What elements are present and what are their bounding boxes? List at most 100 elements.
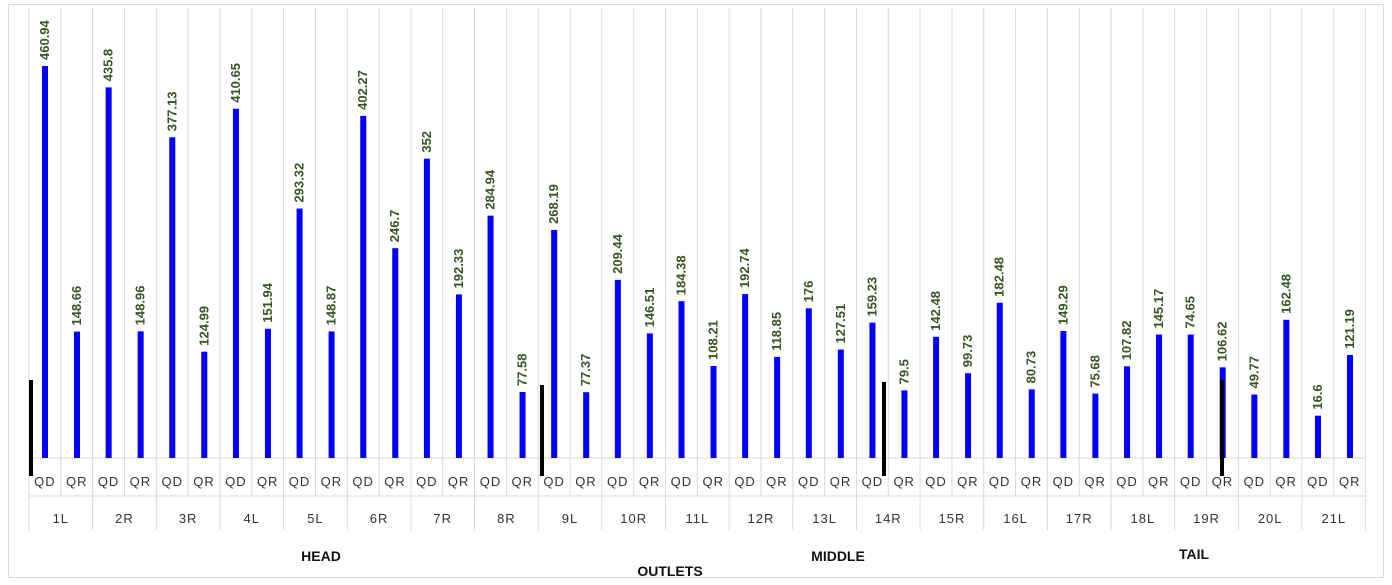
- data-label: 159.23: [864, 277, 879, 317]
- tick-label-qr: QR: [639, 474, 661, 489]
- outlet-label: 10R: [620, 511, 647, 526]
- data-label: 80.73: [1024, 351, 1039, 384]
- section-separator: [882, 382, 886, 476]
- data-label: 284.94: [483, 169, 498, 210]
- tick-label-qr: QR: [321, 474, 343, 489]
- data-label: 402.27: [355, 70, 370, 110]
- bar-qr-3R: [201, 351, 208, 458]
- bar-qr-14R: [901, 390, 908, 458]
- bar-qd-7R: [423, 158, 430, 459]
- tick-label-qr: QR: [766, 474, 788, 489]
- outlet-label: 7R: [433, 511, 452, 526]
- data-label: 142.48: [928, 291, 943, 331]
- tick-label-qd: QD: [34, 474, 56, 489]
- bar-qr-17R: [1092, 393, 1099, 458]
- tick-label-qd: QD: [1307, 474, 1329, 489]
- tick-label-qd: QD: [225, 474, 247, 489]
- outlet-label: 19R: [1193, 511, 1220, 526]
- tick-label-qd: QD: [862, 474, 884, 489]
- section-separator: [1220, 380, 1224, 476]
- data-label: 149.29: [1055, 285, 1070, 325]
- outlet-label: 13L: [812, 511, 837, 526]
- data-label: 79.5: [896, 359, 911, 384]
- outlet-label: 11L: [685, 511, 709, 526]
- data-label: 99.73: [960, 335, 975, 368]
- outlet-label: 1L: [53, 511, 69, 526]
- outlet-label: 17R: [1066, 511, 1093, 526]
- outlet-label: 20L: [1258, 511, 1283, 526]
- bar-qr-21L: [1347, 354, 1353, 458]
- tick-label-qr: QR: [1275, 474, 1297, 489]
- bar-qd-17R: [1060, 331, 1067, 458]
- data-label: 127.51: [833, 304, 848, 344]
- bar-qr-12R: [774, 356, 781, 458]
- tick-label-qr: QR: [957, 474, 979, 489]
- bar-qr-5L: [328, 331, 335, 458]
- tick-label-qd: QD: [1244, 474, 1266, 489]
- bar-qd-9L: [551, 229, 558, 458]
- tick-label-qd: QD: [161, 474, 183, 489]
- tick-label-qd: QD: [989, 474, 1011, 489]
- data-label: 49.77: [1246, 356, 1261, 389]
- data-label: 209.44: [610, 233, 625, 274]
- data-label: 77.37: [578, 354, 593, 387]
- data-label: 435.8: [101, 49, 116, 82]
- data-label: 162.48: [1278, 274, 1293, 314]
- tick-label-qd: QD: [289, 474, 311, 489]
- tick-label-qr: QR: [1339, 474, 1361, 489]
- bar-qd-16L: [996, 302, 1003, 458]
- tick-label-qd: QD: [543, 474, 565, 489]
- tick-label-qr: QR: [130, 474, 152, 489]
- section-label-tail: TAIL: [1179, 546, 1210, 562]
- x-axis-title: OUTLETS: [637, 563, 702, 579]
- tick-label-qr: QR: [1148, 474, 1170, 489]
- bar-qr-16L: [1028, 389, 1035, 458]
- outlet-label: 15R: [938, 511, 965, 526]
- data-label: 146.51: [642, 288, 657, 328]
- bar-qd-20L: [1251, 394, 1258, 458]
- outlet-label: 18L: [1131, 511, 1156, 526]
- outlet-label: 3R: [179, 511, 198, 526]
- tick-label-qd: QD: [734, 474, 756, 489]
- bar-qd-3R: [169, 137, 176, 459]
- chart-frame: [8, 4, 1384, 578]
- outlet-label: 2R: [115, 511, 134, 526]
- bar-qd-12R: [742, 294, 749, 458]
- tick-label-qr: QR: [702, 474, 724, 489]
- bar-qr-6R: [392, 248, 399, 458]
- data-label: 184.38: [674, 255, 689, 295]
- bar-qd-21L: [1315, 415, 1321, 458]
- data-label: 151.94: [260, 282, 275, 323]
- bar-qd-8R: [487, 215, 494, 458]
- data-label: 118.85: [769, 312, 784, 351]
- bar-qr-20L: [1283, 319, 1290, 458]
- tick-label-qd: QD: [98, 474, 120, 489]
- outlet-label: 4L: [244, 511, 260, 526]
- tick-label-qr: QR: [893, 474, 915, 489]
- bar-qr-4L: [264, 328, 271, 458]
- section-label-middle: MIDDLE: [811, 548, 865, 564]
- section-label-head: HEAD: [301, 548, 341, 564]
- tick-label-qd: QD: [607, 474, 629, 489]
- bar-qd-10R: [614, 279, 621, 458]
- data-label: 192.74: [737, 248, 752, 289]
- bar-qr-8R: [519, 392, 526, 458]
- data-label: 410.65: [228, 63, 243, 103]
- bar-qd-2R: [105, 87, 112, 459]
- bar-qd-19R: [1187, 334, 1194, 458]
- data-label: 16.6: [1310, 384, 1325, 409]
- bar-qd-18L: [1124, 366, 1131, 458]
- data-label: 460.94: [37, 19, 52, 60]
- tick-label-qr: QR: [1021, 474, 1043, 489]
- bar-qr-9L: [583, 392, 590, 458]
- bar-qr-10R: [646, 333, 653, 458]
- tick-label-qr: QR: [257, 474, 279, 489]
- tick-label-qr: QR: [66, 474, 88, 489]
- data-label: 377.13: [164, 92, 179, 132]
- data-label: 148.66: [69, 286, 84, 326]
- data-label: 148.96: [133, 286, 148, 326]
- outlet-label: 8R: [497, 511, 516, 526]
- bar-qr-15R: [965, 373, 972, 458]
- section-separator: [29, 380, 33, 476]
